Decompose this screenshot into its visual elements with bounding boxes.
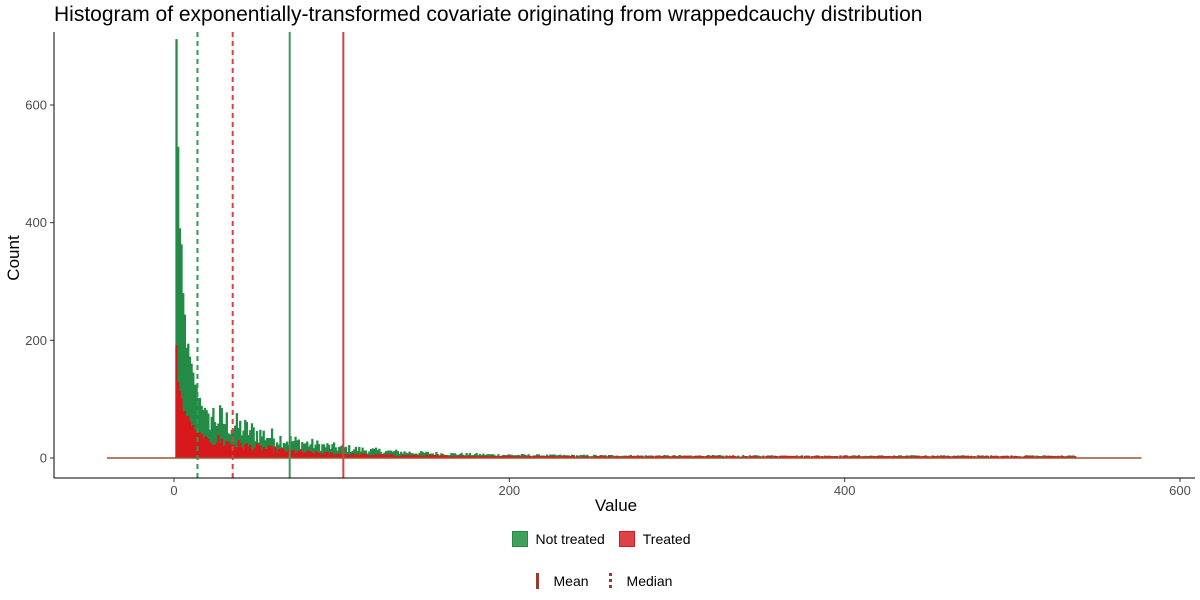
chart-title: Histogram of exponentially-transformed c… [54,3,923,26]
x-tick-label-400: 400 [834,483,856,498]
y-tick-label-0: 0 [40,451,47,466]
x-tick-label-600: 600 [1169,483,1191,498]
legend-label-treated: Treated [642,531,691,547]
y-tick-label-600: 600 [25,98,47,113]
legend-key-median [603,571,617,591]
legend-item-median: Median [603,571,673,591]
legend-item-treated: Treated [618,531,691,547]
y-tick-label-200: 200 [25,333,47,348]
legend-swatch-treated [618,531,635,547]
legend-label-not-treated: Not treated [535,531,605,547]
histogram-bars-treated [175,345,1077,459]
x-axis-label: Value [594,496,638,515]
legend-label-median: Median [626,573,673,589]
legend-item-mean: Mean [530,571,589,591]
legend-label-mean: Mean [553,573,589,589]
x-tick-label-0: 0 [170,483,177,498]
legend-swatch-not-treated [511,531,528,547]
x-tick-label-200: 200 [498,483,520,498]
legend-item-not-treated: Not treated [511,531,605,547]
legend-key-mean [530,571,544,591]
line-legend: Mean Median [0,571,1200,591]
fill-legend: Not treated Treated [0,531,1200,547]
y-tick-label-400: 400 [25,215,47,230]
histogram-bars-not-treated [175,39,1077,459]
